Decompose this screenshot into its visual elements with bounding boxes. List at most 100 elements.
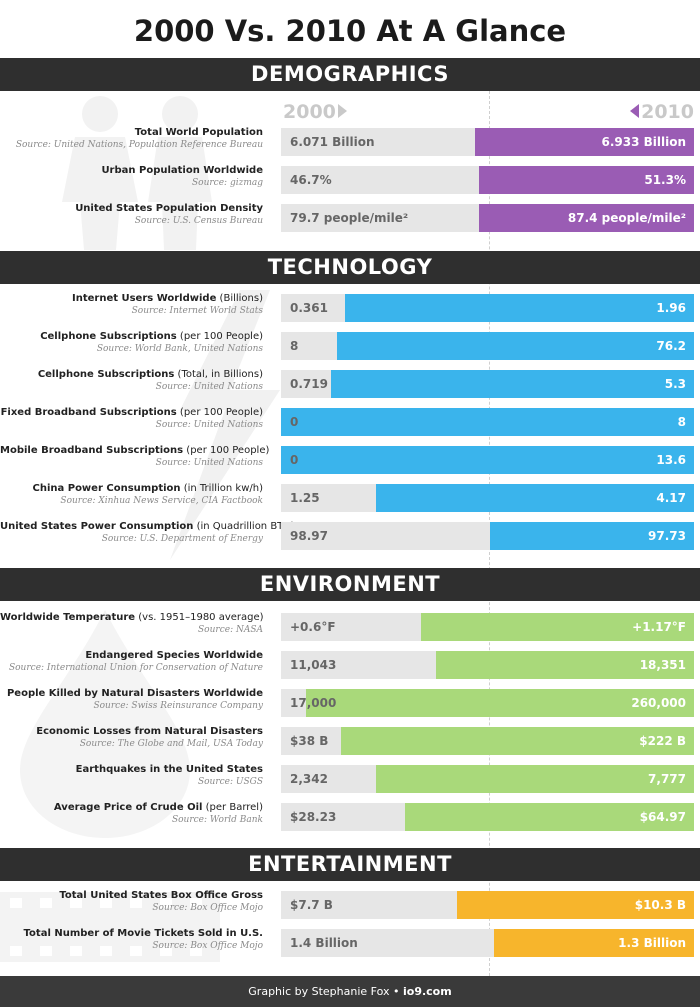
value-2010: 13.6 (656, 453, 686, 467)
row-label-unit: (Total, in Billions) (174, 369, 263, 380)
value-2010: 87.4 people/mile² (567, 211, 686, 225)
value-2000: $7.7 B (290, 898, 333, 912)
bar-track-2000: 6.071 Billion 6.933 Billion (281, 128, 694, 156)
value-2010: 1.96 (656, 301, 686, 315)
chart-row: China Power Consumption (in Trillion kw/… (0, 483, 700, 512)
chart-row: Internet Users Worldwide (Billions) Sourc… (0, 292, 700, 322)
section-header-demographics: DEMOGRAPHICS (0, 58, 700, 91)
row-label-main: Urban Population Worldwide (0, 164, 263, 177)
row-label: Cellphone Subscriptions (per 100 People)… (0, 330, 263, 356)
footer-site: io9.com (403, 985, 452, 998)
bar-track-2000: 8 76.2 (281, 332, 694, 360)
value-2010: 1.3 Billion (618, 936, 686, 950)
chart-row: Urban Population Worldwide Source: gizmag… (0, 164, 700, 194)
row-label-text: Worldwide Temperature (0, 612, 136, 623)
row-label-text: United States Population Density (75, 203, 263, 214)
value-2010: +1.17°F (632, 620, 686, 634)
row-label-text: Earthquakes in the United States (75, 764, 263, 775)
row-source: Source: NASA (198, 625, 263, 635)
row-label-main: Average Price of Crude Oil (per Barrel) (0, 801, 263, 814)
bar-track-2000: 1.25 4.17 (281, 484, 694, 512)
value-2000: 0 (290, 453, 299, 467)
footer-credit: Graphic by Stephanie Fox (248, 985, 390, 998)
row-label: Fixed Broadband Subscriptions (per 100 P… (0, 406, 263, 432)
row-source: Source: World Bank (171, 815, 263, 825)
row-label-text: China Power Consumption (32, 483, 181, 494)
row-source: Source: Xinhua News Service, CIA Factboo… (60, 496, 263, 506)
row-source: Source: United Nations (155, 420, 263, 430)
row-label-text: Total World Population (134, 127, 263, 138)
row-source: Source: Box Office Mojo (152, 903, 263, 913)
value-2010: 97.73 (648, 529, 686, 543)
bar-2010 (405, 803, 694, 831)
row-label: United States Power Consumption (in Quad… (0, 520, 295, 546)
row-source: Source: Internet World Stats (131, 306, 263, 316)
value-2010: 6.933 Billion (601, 135, 686, 149)
chart-row: Cellphone Subscriptions (Total, in Billi… (0, 368, 700, 398)
value-2000: 17,000 (290, 696, 337, 710)
row-label: Average Price of Crude Oil (per Barrel) S… (0, 801, 263, 827)
bar-2010 (479, 204, 694, 232)
row-label-text: Endangered Species Worldwide (85, 650, 263, 661)
section-header-technology: TECHNOLOGY (0, 251, 700, 284)
value-2010: 76.2 (656, 339, 686, 353)
row-label-main: People Killed by Natural Disasters World… (0, 687, 263, 700)
bar-track-2000: 79.7 people/mile² 87.4 people/mile² (281, 204, 694, 232)
row-label-main: Total World Population (0, 126, 263, 139)
bar-2010 (494, 929, 694, 957)
row-label-text: Cellphone Subscriptions (40, 331, 177, 342)
value-2010: 18,351 (639, 658, 686, 672)
row-label-text: Total United States Box Office Gross (59, 890, 263, 901)
row-label-main: Earthquakes in the United States (0, 763, 263, 776)
row-label-text: Cellphone Subscriptions (37, 369, 175, 380)
row-label-unit: (vs. 1951–1980 average) (135, 612, 264, 623)
bar-track-2000: $28.23 $64.97 (281, 803, 694, 831)
bar-2010 (475, 128, 694, 156)
row-source: Source: gizmag (192, 178, 263, 188)
section-header-environment: ENVIRONMENT (0, 568, 700, 601)
section-header-entertainment: ENTERTAINMENT (0, 848, 700, 881)
row-label-unit: (per Barrel) (202, 802, 263, 813)
row-label-text: Fixed Broadband Subscriptions (0, 407, 177, 418)
bar-track-2000: 0 13.6 (281, 446, 694, 474)
year-2010-label: 2010 (641, 101, 694, 123)
value-2000: 0.719 (290, 377, 328, 391)
value-2000: 0.361 (290, 301, 328, 315)
chart-row: People Killed by Natural Disasters World… (0, 687, 700, 717)
row-source: Source: U.S. Census Bureau (134, 216, 263, 226)
bar-2010 (421, 613, 694, 641)
value-2000: 11,043 (290, 658, 337, 672)
chart-row: Economic Losses from Natural Disasters So… (0, 725, 700, 755)
bar-2010 (457, 891, 694, 919)
row-label-main: Economic Losses from Natural Disasters (0, 725, 263, 738)
bar-track-2000: 17,000 260,000 (281, 689, 694, 717)
row-label-unit: (per 100 People) (183, 445, 270, 456)
row-label-main: Fixed Broadband Subscriptions (per 100 P… (0, 406, 263, 419)
value-2010: $10.3 B (634, 898, 686, 912)
bar-track-2000: 0.361 1.96 (281, 294, 694, 322)
bar-2010 (337, 332, 694, 360)
year-2000-label: 2000 (283, 101, 336, 123)
triangle-right-icon (337, 104, 347, 118)
chart-row: Total Number of Movie Tickets Sold in U.… (0, 928, 700, 957)
bar-2010 (341, 727, 694, 755)
row-label-main: Total United States Box Office Gross (0, 889, 263, 902)
value-2000: $28.23 (290, 810, 337, 824)
row-label-unit: (in Quadrillion BTU) (193, 521, 295, 532)
demographics-silhouette-icon (62, 96, 212, 250)
value-2000: 2,342 (290, 772, 328, 786)
row-label-main: Cellphone Subscriptions (Total, in Billi… (0, 368, 263, 381)
row-label-main: Internet Users Worldwide (Billions) (0, 292, 263, 305)
value-2010: 4.17 (656, 491, 686, 505)
year-2000-header: 2000 (283, 101, 347, 123)
chart-row: Mobile Broadband Subscriptions (per 100 … (0, 445, 700, 474)
chart-row: United States Power Consumption (in Quad… (0, 520, 700, 550)
row-label: Cellphone Subscriptions (Total, in Billi… (0, 368, 263, 394)
row-source: Source: United Nations (155, 458, 263, 468)
bar-2010 (281, 446, 694, 474)
row-label: Economic Losses from Natural Disasters So… (0, 725, 263, 751)
chart-row: Fixed Broadband Subscriptions (per 100 P… (0, 406, 700, 436)
row-label-text: Total Number of Movie Tickets Sold in U.… (23, 928, 263, 939)
value-2010: 7,777 (648, 772, 686, 786)
